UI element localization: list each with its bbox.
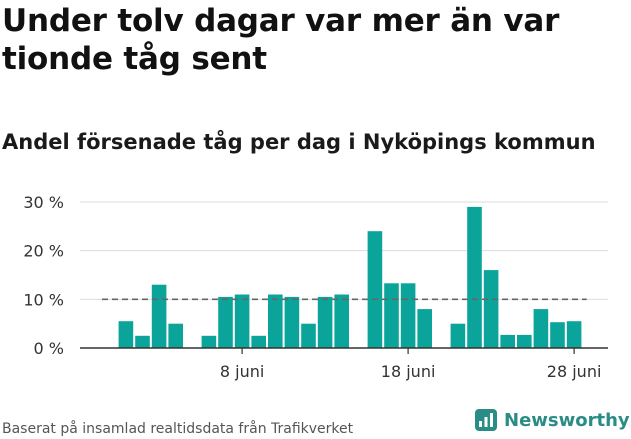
bar: [533, 309, 549, 348]
bar: [118, 321, 134, 348]
bar: [151, 284, 167, 348]
bar: [317, 296, 333, 348]
bar: [268, 294, 283, 348]
bar: [483, 270, 499, 348]
y-tick-label: 20 %: [23, 242, 64, 261]
bar: [284, 296, 300, 348]
bar: [301, 323, 316, 348]
bar-chart: 0 % 10 % 20 % 30 % 8 juni 18 juni 28 juni: [23, 193, 608, 381]
bar: [450, 323, 466, 348]
bar: [384, 283, 399, 348]
y-tick-label: 0 %: [34, 339, 64, 358]
source-note: Baserat på insamlad realtidsdata från Tr…: [2, 421, 354, 437]
bar: [168, 323, 183, 348]
bar: [218, 296, 233, 348]
y-tick-label: 30 %: [23, 193, 64, 212]
bar: [135, 335, 150, 348]
y-tick-label: 10 %: [23, 290, 64, 309]
bar: [417, 309, 432, 348]
bar: [251, 335, 266, 348]
chart-title: Under tolv dagar var mer än var tionde t…: [2, 3, 560, 77]
chart-subtitle: Andel försenade tåg per dag i Nyköpings …: [2, 130, 596, 154]
bar: [550, 322, 565, 348]
x-tick-label: 28 juni: [547, 362, 602, 381]
bar: [400, 283, 416, 348]
newsworthy-logo-icon: [475, 409, 497, 431]
x-tick-label: 18 juni: [381, 362, 436, 381]
bar: [367, 231, 383, 348]
newsworthy-logo[interactable]: Newsworthy: [474, 408, 630, 432]
bar: [467, 206, 482, 348]
bar: [234, 294, 250, 348]
bar: [566, 321, 582, 348]
bar: [201, 335, 217, 348]
brand-name: Newsworthy: [504, 409, 630, 431]
bar: [500, 334, 515, 348]
bar: [334, 294, 349, 348]
bar: [517, 334, 532, 348]
x-tick-label: 8 juni: [220, 362, 264, 381]
